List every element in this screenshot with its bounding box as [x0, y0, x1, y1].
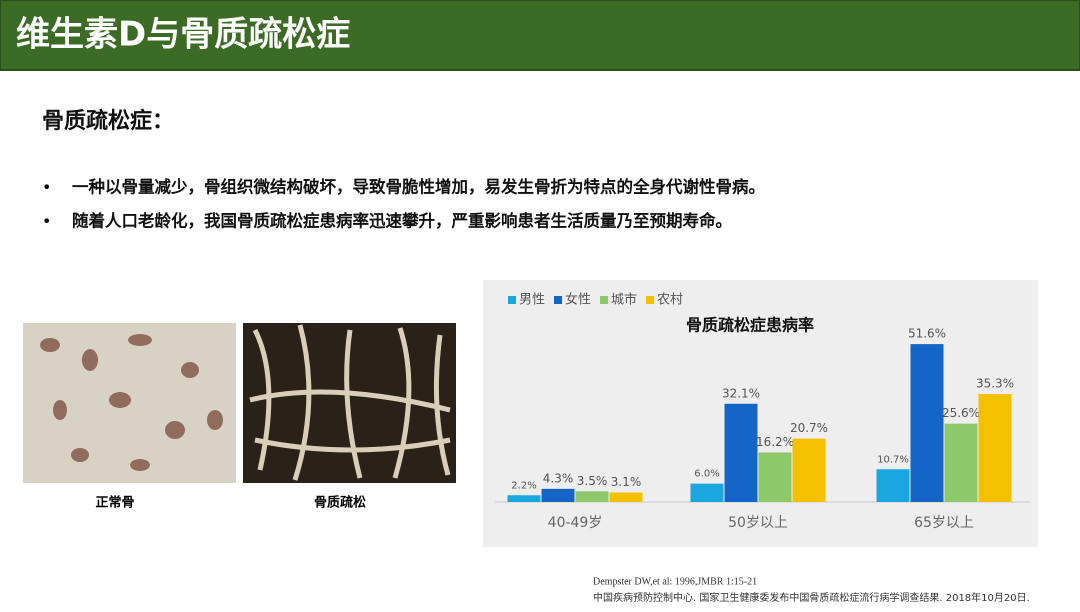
value-label: 10.7%	[877, 454, 909, 465]
reference: Dempster DW,et al: 1996,JMBR 1:15-21	[593, 576, 757, 587]
x-tick-label: 40-49岁	[548, 515, 603, 531]
value-label: 3.1%	[611, 475, 642, 489]
bar	[724, 403, 758, 502]
legend-label: 男性	[519, 293, 545, 308]
bar	[792, 438, 826, 502]
image-caption: 骨质疏松	[314, 495, 366, 511]
section-heading: 骨质疏松症：	[42, 108, 174, 134]
value-label: 6.0%	[694, 469, 719, 480]
legend-swatch	[508, 296, 516, 304]
x-tick-label: 50岁以上	[728, 515, 788, 531]
bar	[910, 344, 944, 502]
image-caption: 正常骨	[95, 495, 134, 511]
bullet: 一种以骨量减少，骨组织微结构破坏，导致骨脆性增加，易发生骨折为特点的全身代谢性骨…	[72, 177, 765, 197]
value-label: 16.2%	[756, 435, 794, 449]
bone-image	[23, 323, 236, 483]
legend-swatch	[646, 296, 655, 304]
value-label: 2.2%	[511, 480, 536, 491]
bar	[507, 495, 541, 502]
chart-title: 骨质疏松症患病率	[686, 316, 814, 335]
bar	[978, 393, 1012, 502]
legend-label: 城市	[611, 292, 637, 308]
header-title: 维生素D与骨质疏松症	[16, 15, 350, 55]
reference: 中国疾病预防控制中心. 国家卫生健康委发布中国骨质疏松症流行病学调查结果. 20…	[593, 591, 1030, 604]
bar	[609, 492, 643, 502]
value-label: 3.5%	[577, 474, 608, 488]
value-label: 35.3%	[976, 376, 1014, 390]
bullet-dot: •	[42, 178, 51, 197]
value-label: 20.7%	[790, 421, 828, 435]
x-tick-label: 65岁以上	[914, 515, 974, 531]
legend-swatch	[600, 296, 609, 304]
osteoporosis-image	[243, 323, 456, 483]
value-label: 32.1%	[722, 386, 760, 400]
value-label: 25.6%	[942, 406, 980, 420]
legend-swatch	[554, 296, 563, 304]
bar	[690, 483, 724, 502]
value-label: 51.6%	[908, 327, 946, 341]
legend-label: 女性	[565, 292, 591, 308]
bar	[541, 488, 575, 502]
bar	[758, 452, 792, 502]
bar	[575, 491, 609, 502]
bar	[944, 423, 978, 502]
bullet-dot: •	[42, 212, 51, 231]
header-bar	[0, 0, 1080, 71]
legend-label: 农村	[657, 293, 683, 308]
value-label: 4.3%	[543, 471, 574, 485]
bullet: 随着人口老龄化，我国骨质疏松症患病率迅速攀升，严重影响患者生活质量乃至预期寿命。	[72, 211, 732, 231]
bar	[876, 469, 910, 502]
